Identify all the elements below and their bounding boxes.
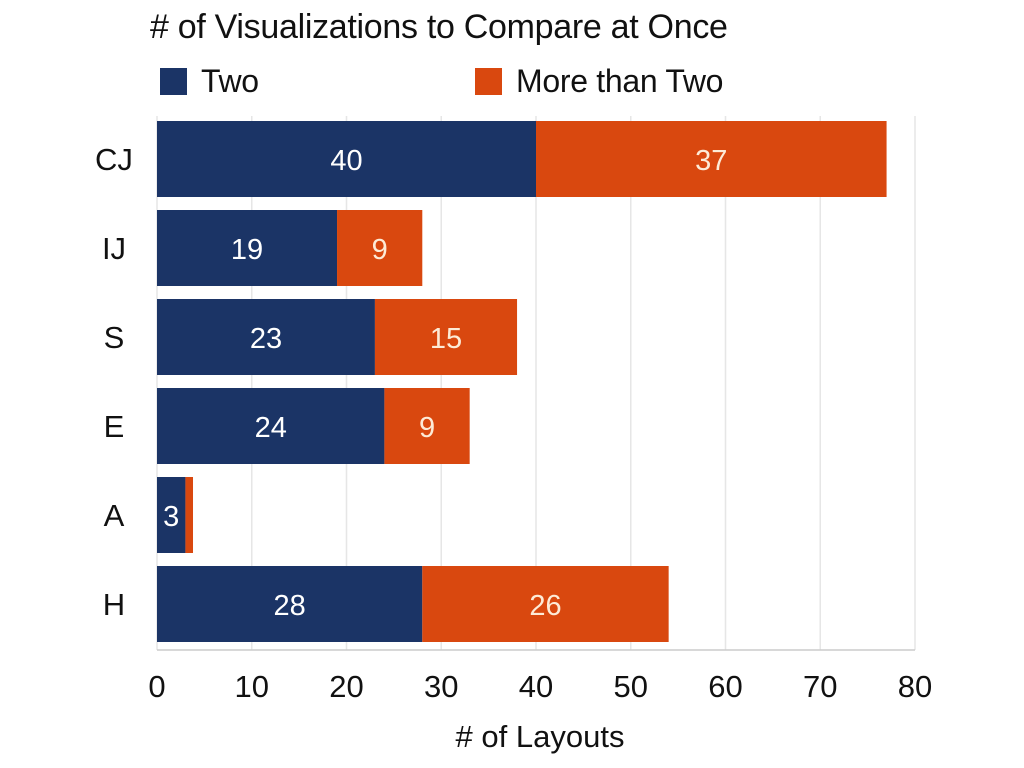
- bar-segment-more-than-two: [337, 210, 423, 286]
- y-category-label: IJ: [102, 231, 126, 266]
- x-axis-title: # of Layouts: [456, 719, 625, 754]
- x-tick-label: 80: [898, 669, 932, 704]
- x-tick-label: 40: [519, 669, 553, 704]
- bar-segment-more-than-two: [185, 477, 194, 553]
- bar-value-label: 26: [529, 590, 561, 622]
- x-tick-label: 20: [329, 669, 363, 704]
- bar-value-label: 37: [695, 145, 727, 177]
- bar-segment-two: [157, 299, 375, 375]
- bar-value-label: 9: [372, 234, 388, 266]
- bar-value-label: 9: [419, 412, 435, 444]
- legend: Two More than Two: [160, 60, 860, 102]
- bar-segment-more-than-two: [374, 299, 518, 375]
- y-category-label: H: [103, 587, 125, 622]
- bar-segment-more-than-two: [384, 388, 470, 464]
- y-category-label: A: [104, 498, 125, 533]
- bar-segment-two: [157, 121, 536, 197]
- chart-title: # of Visualizations to Compare at Once: [150, 8, 728, 46]
- y-category-label: CJ: [95, 142, 133, 177]
- bar-value-label: 19: [231, 234, 263, 266]
- bar-segment-more-than-two: [422, 566, 669, 642]
- x-tick-label: 30: [424, 669, 458, 704]
- x-tick-label: 0: [148, 669, 165, 704]
- bar-value-label: 15: [430, 323, 462, 355]
- y-category-label: E: [104, 409, 125, 444]
- x-tick-label: 70: [803, 669, 837, 704]
- x-tick-label: 50: [614, 669, 648, 704]
- legend-swatch-two: [160, 67, 187, 95]
- bar-segment-two: [157, 210, 338, 286]
- bar-segment-more-than-two: [536, 121, 887, 197]
- legend-swatch-more-than-two: [475, 67, 502, 95]
- legend-item-more-than-two: More than Two: [475, 60, 723, 102]
- bar-segment-two: [157, 566, 423, 642]
- bar-value-label: 40: [330, 145, 362, 177]
- legend-label-more-than-two: More than Two: [516, 62, 724, 99]
- bar-value-label: 23: [250, 323, 282, 355]
- bar-value-label: 24: [255, 412, 287, 444]
- bar-segment-two: [157, 477, 186, 553]
- legend-label-two: Two: [201, 62, 259, 99]
- bar-segment-two: [157, 388, 385, 464]
- bar-value-label: 28: [274, 590, 306, 622]
- x-tick-label: 10: [235, 669, 269, 704]
- bar-value-label: 3: [163, 501, 179, 533]
- x-tick-label: 60: [708, 669, 742, 704]
- legend-item-two: Two: [160, 60, 259, 102]
- y-category-label: S: [104, 320, 125, 355]
